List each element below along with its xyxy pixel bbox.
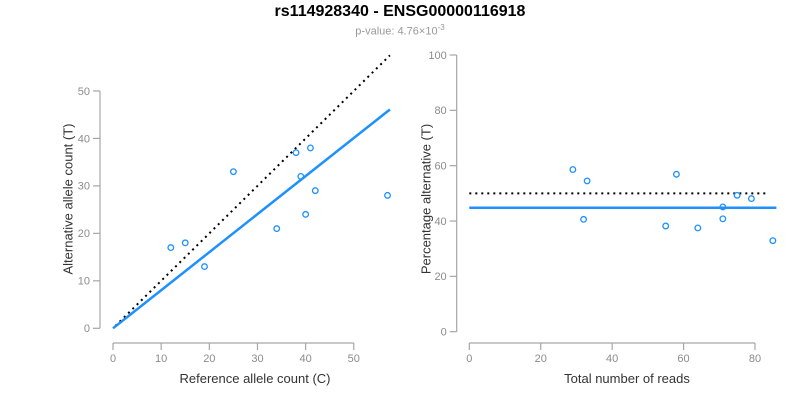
y-tick-label: 20 (434, 271, 446, 283)
identity-dotted-line (114, 54, 391, 327)
y-tick-label: 40 (78, 133, 90, 145)
fit-line (112, 108, 391, 330)
left-y-axis-title: Alternative allele count (T) (60, 123, 76, 275)
x-tick-label: 40 (606, 353, 618, 365)
y-tick-label: 0 (84, 323, 90, 335)
left-scatter-panel: 0 10 20 30 40 50 0 10 20 30 40 50 (78, 54, 391, 365)
data-point (302, 210, 310, 218)
x-tick-label: 30 (251, 353, 263, 365)
data-point (181, 239, 189, 247)
x-tick-label: 20 (203, 353, 215, 365)
data-point (769, 237, 777, 245)
pvalue-exponent: -3 (437, 23, 445, 32)
data-point (292, 149, 300, 157)
y-tick-label: 10 (78, 276, 90, 288)
data-point (297, 172, 305, 180)
figure-subtitle: p-value: 4.76×10-3 (0, 23, 800, 38)
figure-title: rs114928340 - ENSG00000116918 (274, 3, 526, 20)
data-point (307, 144, 314, 152)
pvalue-text: p-value: 4.76×10 (355, 25, 438, 38)
x-tick-label: 40 (300, 353, 312, 365)
y-tick-label: 50 (78, 86, 90, 98)
x-tick-label: 0 (110, 353, 116, 365)
y-tick-label: 60 (434, 161, 446, 173)
data-point (569, 166, 577, 174)
x-tick-label: 50 (348, 353, 360, 365)
x-tick-label: 0 (466, 353, 472, 365)
y-tick-label: 80 (434, 105, 446, 117)
data-point (273, 225, 281, 233)
data-point (384, 191, 391, 199)
data-point (694, 224, 702, 232)
data-point (672, 170, 680, 178)
x-tick-label: 80 (749, 353, 761, 365)
right-x-axis-title: Total number of reads (564, 371, 690, 386)
data-point (719, 215, 727, 223)
x-tick-label: 20 (535, 353, 547, 365)
x-tick-label: 10 (155, 353, 167, 365)
y-tick-label: 0 (441, 327, 447, 339)
data-point (201, 263, 208, 271)
y-tick-label: 40 (434, 216, 446, 228)
right-scatter-panel: 0 20 40 60 80 100 0 20 40 60 80 (428, 50, 777, 365)
left-x-axis-title: Reference allele count (C) (179, 371, 331, 386)
data-point (583, 177, 591, 185)
data-point (747, 195, 755, 203)
y-tick-label: 30 (78, 181, 90, 193)
x-tick-label: 60 (677, 353, 689, 365)
right-y-axis-title: Percentage alternative (T) (418, 123, 434, 275)
data-point (733, 191, 741, 199)
data-point (719, 203, 727, 211)
data-point (229, 168, 237, 176)
data-point (167, 244, 175, 252)
data-point (662, 222, 670, 230)
y-tick-label: 100 (428, 50, 446, 62)
data-point (580, 215, 588, 223)
data-point (311, 187, 319, 195)
y-tick-label: 20 (78, 228, 90, 240)
